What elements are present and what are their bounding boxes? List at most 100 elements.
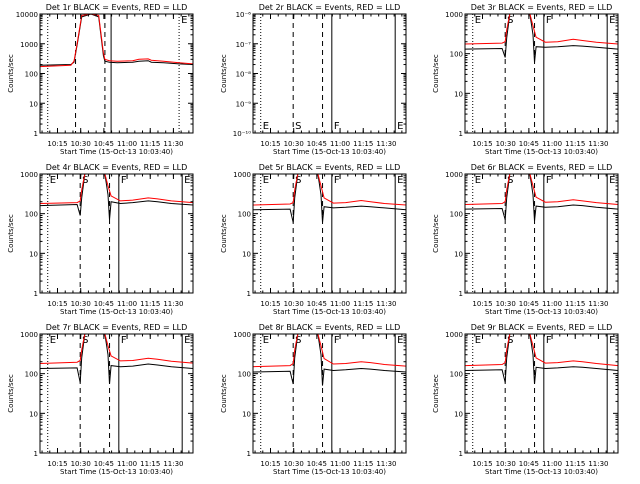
y-tick-label: 100 [238,371,251,379]
series-events-line [253,174,406,223]
x-tick-label: 10:15 [260,140,280,148]
phase-marker-label: F [546,175,552,186]
y-tick-label: 1 [459,450,463,458]
series-events-line [40,334,193,385]
phase-marker-label: E [50,335,56,346]
x-tick-label: 10:15 [47,460,67,468]
chart-panel-6: Det 6r BLACK = Events, RED = LLD E S F E 1 10 1… [432,163,619,316]
series-lld-line [465,334,618,367]
phase-marker-label: F [546,335,552,346]
y-tick-label: 1 [34,290,38,298]
chart-panel-4: Det 4r BLACK = Events, RED = LLD E S F E 1 10 1… [7,163,194,316]
series-events-line [253,334,406,386]
phase-marker-label: F [334,121,340,132]
phase-marker-label: E [397,175,403,186]
x-tick-label: 11:30 [588,300,608,308]
y-tick-label: 10 [29,410,38,418]
y-tick-label: 10⁻⁹ [236,100,252,108]
series-events-line [465,14,618,63]
y-tick-label: 1000 [445,11,463,19]
x-axis-label: Start Time (15-Oct-13 10:03:40) [60,308,173,316]
x-tick-label: 11:15 [353,460,373,468]
phase-marker-label: E [397,335,403,346]
plot-frame [252,173,407,294]
x-tick-label: 11:00 [117,300,137,308]
x-tick-label: 11:00 [117,460,137,468]
series-lld-line [253,174,406,206]
series-lld-line [40,174,193,204]
x-axis-label: Start Time (15-Oct-13 10:03:40) [273,468,386,476]
phase-marker-label: S [295,121,301,132]
x-tick-label: 10:45 [519,140,539,148]
x-tick-label: 10:30 [496,140,516,148]
x-tick-label: 10:30 [496,300,516,308]
y-axis-label: Counts/sec [7,214,15,253]
chart-panel-8: Det 8r BLACK = Events, RED = LLD E S F E 1 10 1… [220,323,407,476]
y-tick-label: 1000 [445,171,463,179]
y-tick-label: 100 [25,71,38,79]
x-tick-label: 10:30 [71,300,91,308]
phase-marker-label: E [184,335,190,346]
panel-title: Det 5r BLACK = Events, RED = LLD [259,163,401,172]
x-tick-label: 11:00 [330,300,350,308]
x-axis-label: Start Time (15-Oct-13 10:03:40) [60,148,173,156]
x-tick-label: 11:30 [163,140,183,148]
chart-panel-3: Det 3r BLACK = Events, RED = LLD E S F E 1 10 1… [432,3,619,156]
y-tick-label: 10 [242,250,251,258]
x-tick-label: 10:45 [519,300,539,308]
phase-marker-label: E [609,175,615,186]
series-events-line [40,174,193,220]
x-tick-label: 10:30 [284,300,304,308]
x-tick-label: 10:45 [307,460,327,468]
phase-marker-label: E [50,175,56,186]
x-tick-label: 10:30 [496,460,516,468]
x-tick-label: 10:45 [94,140,114,148]
phase-marker-label: S [507,15,513,26]
x-tick-label: 10:45 [307,140,327,148]
y-tick-label: 10⁻⁶ [236,11,252,19]
y-axis-label: Counts/sec [432,214,440,253]
series-events-line [465,174,618,222]
panel-title: Det 6r BLACK = Events, RED = LLD [471,163,613,172]
y-tick-label: 100 [450,371,463,379]
x-tick-label: 11:00 [330,140,350,148]
phase-marker-label: E [397,121,403,132]
x-tick-label: 10:15 [472,140,492,148]
x-tick-label: 10:30 [71,140,91,148]
x-tick-label: 10:45 [307,300,327,308]
x-tick-label: 10:15 [47,140,67,148]
x-tick-label: 10:15 [472,460,492,468]
phase-marker-label: S [82,335,88,346]
phase-marker-label: E [475,175,481,186]
y-tick-label: 1 [459,290,463,298]
y-axis-label: Counts/sec [220,214,228,253]
x-tick-label: 11:30 [163,460,183,468]
x-tick-label: 11:15 [140,460,160,468]
y-tick-label: 100 [238,211,251,219]
x-tick-label: 11:00 [330,460,350,468]
y-tick-label: 1000 [20,41,38,49]
y-axis-label: Counts/sec [7,374,15,413]
y-tick-label: 1 [247,290,251,298]
phase-marker-label: E [263,121,269,132]
x-tick-label: 10:45 [94,460,114,468]
x-axis-label: Start Time (15-Oct-13 10:03:40) [60,468,173,476]
y-tick-label: 10 [29,100,38,108]
x-tick-label: 11:15 [565,460,585,468]
series-lld-line [253,334,406,368]
x-tick-label: 10:15 [260,300,280,308]
y-tick-label: 10 [454,410,463,418]
phase-marker-label: F [334,335,340,346]
phase-marker-label: S [295,335,301,346]
x-tick-label: 11:30 [376,140,396,148]
chart-panel-9: Det 9r BLACK = Events, RED = LLD E S F E 1 10 1… [432,323,619,476]
y-axis-label: Counts/sec [220,374,228,413]
x-tick-label: 11:15 [565,140,585,148]
phase-marker-label: E [475,335,481,346]
x-tick-label: 10:30 [71,460,91,468]
phase-marker-label: F [546,15,552,26]
series-lld-line [40,14,193,68]
x-tick-label: 10:15 [260,460,280,468]
y-tick-label: 10⁻⁸ [236,71,252,79]
x-tick-label: 10:45 [519,460,539,468]
